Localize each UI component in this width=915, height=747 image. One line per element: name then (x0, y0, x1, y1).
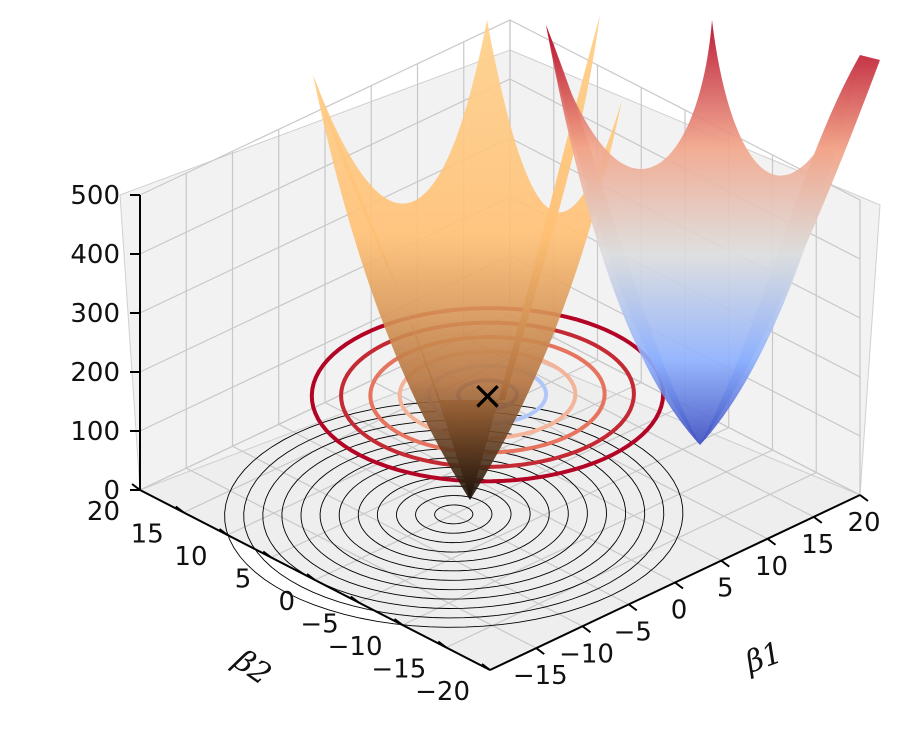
z-axis-ticks: 0 100 200 300 400 500 (70, 181, 140, 506)
y-tick-label: 10 (174, 542, 207, 572)
x-tick-label: −5 (614, 617, 652, 647)
x-tick-mark (581, 625, 592, 634)
contour-line (415, 495, 493, 534)
x-tick-label: 0 (671, 596, 688, 626)
y-tick-label: 15 (131, 520, 164, 550)
y-tick-label: 5 (235, 565, 252, 595)
grid-line-z (139, 19, 861, 201)
y-tick-label: 0 (278, 587, 295, 617)
y-axis-label: β2 (227, 642, 278, 692)
surface-coolwarm-back (546, 20, 860, 445)
contour-line (319, 448, 588, 581)
x-tick-mark (859, 494, 869, 502)
z-tick-label: 400 (70, 240, 120, 270)
x-axis-ticks: −15−10−5 05 10 15 20 (513, 494, 881, 691)
x-tick-mark (674, 581, 684, 590)
contours-copper (224, 400, 684, 628)
y-tick-label: 20 (87, 497, 120, 527)
x-tick-label: 5 (717, 574, 734, 604)
y-tick-label: −5 (300, 610, 338, 640)
z-tick-label: 200 (70, 358, 120, 388)
y-tick-mark (175, 505, 185, 514)
minimum-marker: × (471, 373, 505, 419)
contour-line (357, 466, 550, 562)
x-tick-mark (813, 516, 823, 524)
contour-line (434, 504, 474, 525)
y-tick-mark (306, 573, 316, 581)
y-tick-mark (262, 550, 272, 559)
y-tick-mark (393, 618, 404, 626)
y-tick-mark (218, 528, 229, 536)
z-tick-label: 500 (70, 181, 120, 211)
z-tick-label: 100 (70, 417, 120, 447)
y-tick-mark (350, 595, 360, 604)
y-tick-mark (481, 663, 491, 671)
y-tick-label: −15 (371, 655, 426, 685)
x-tick-label: 20 (847, 508, 880, 538)
x-axis-label: β1 (740, 635, 787, 681)
y-tick-label: −10 (328, 632, 383, 662)
z-tick-label: 300 (70, 299, 120, 329)
x-tick-label: 15 (801, 530, 834, 560)
x-tick-mark (628, 603, 638, 612)
x-tick-label: −10 (559, 639, 614, 669)
x-tick-label: −15 (513, 661, 568, 691)
x-tick-mark (720, 559, 730, 568)
z-tick-label: 0 (103, 476, 120, 506)
contour-line (243, 410, 665, 619)
contour-line (396, 485, 512, 544)
contour-line (281, 429, 627, 600)
y-tick-label: −20 (415, 677, 470, 707)
x-tick-mark (535, 647, 545, 655)
y-tick-mark (131, 483, 141, 491)
x-tick-mark (766, 537, 777, 546)
y-tick-mark (437, 640, 447, 649)
x-tick-label: 10 (755, 552, 788, 582)
y-axis-ticks: −20−15−10−505 10 15 20 (87, 483, 491, 707)
surface-copper-back (313, 20, 622, 500)
